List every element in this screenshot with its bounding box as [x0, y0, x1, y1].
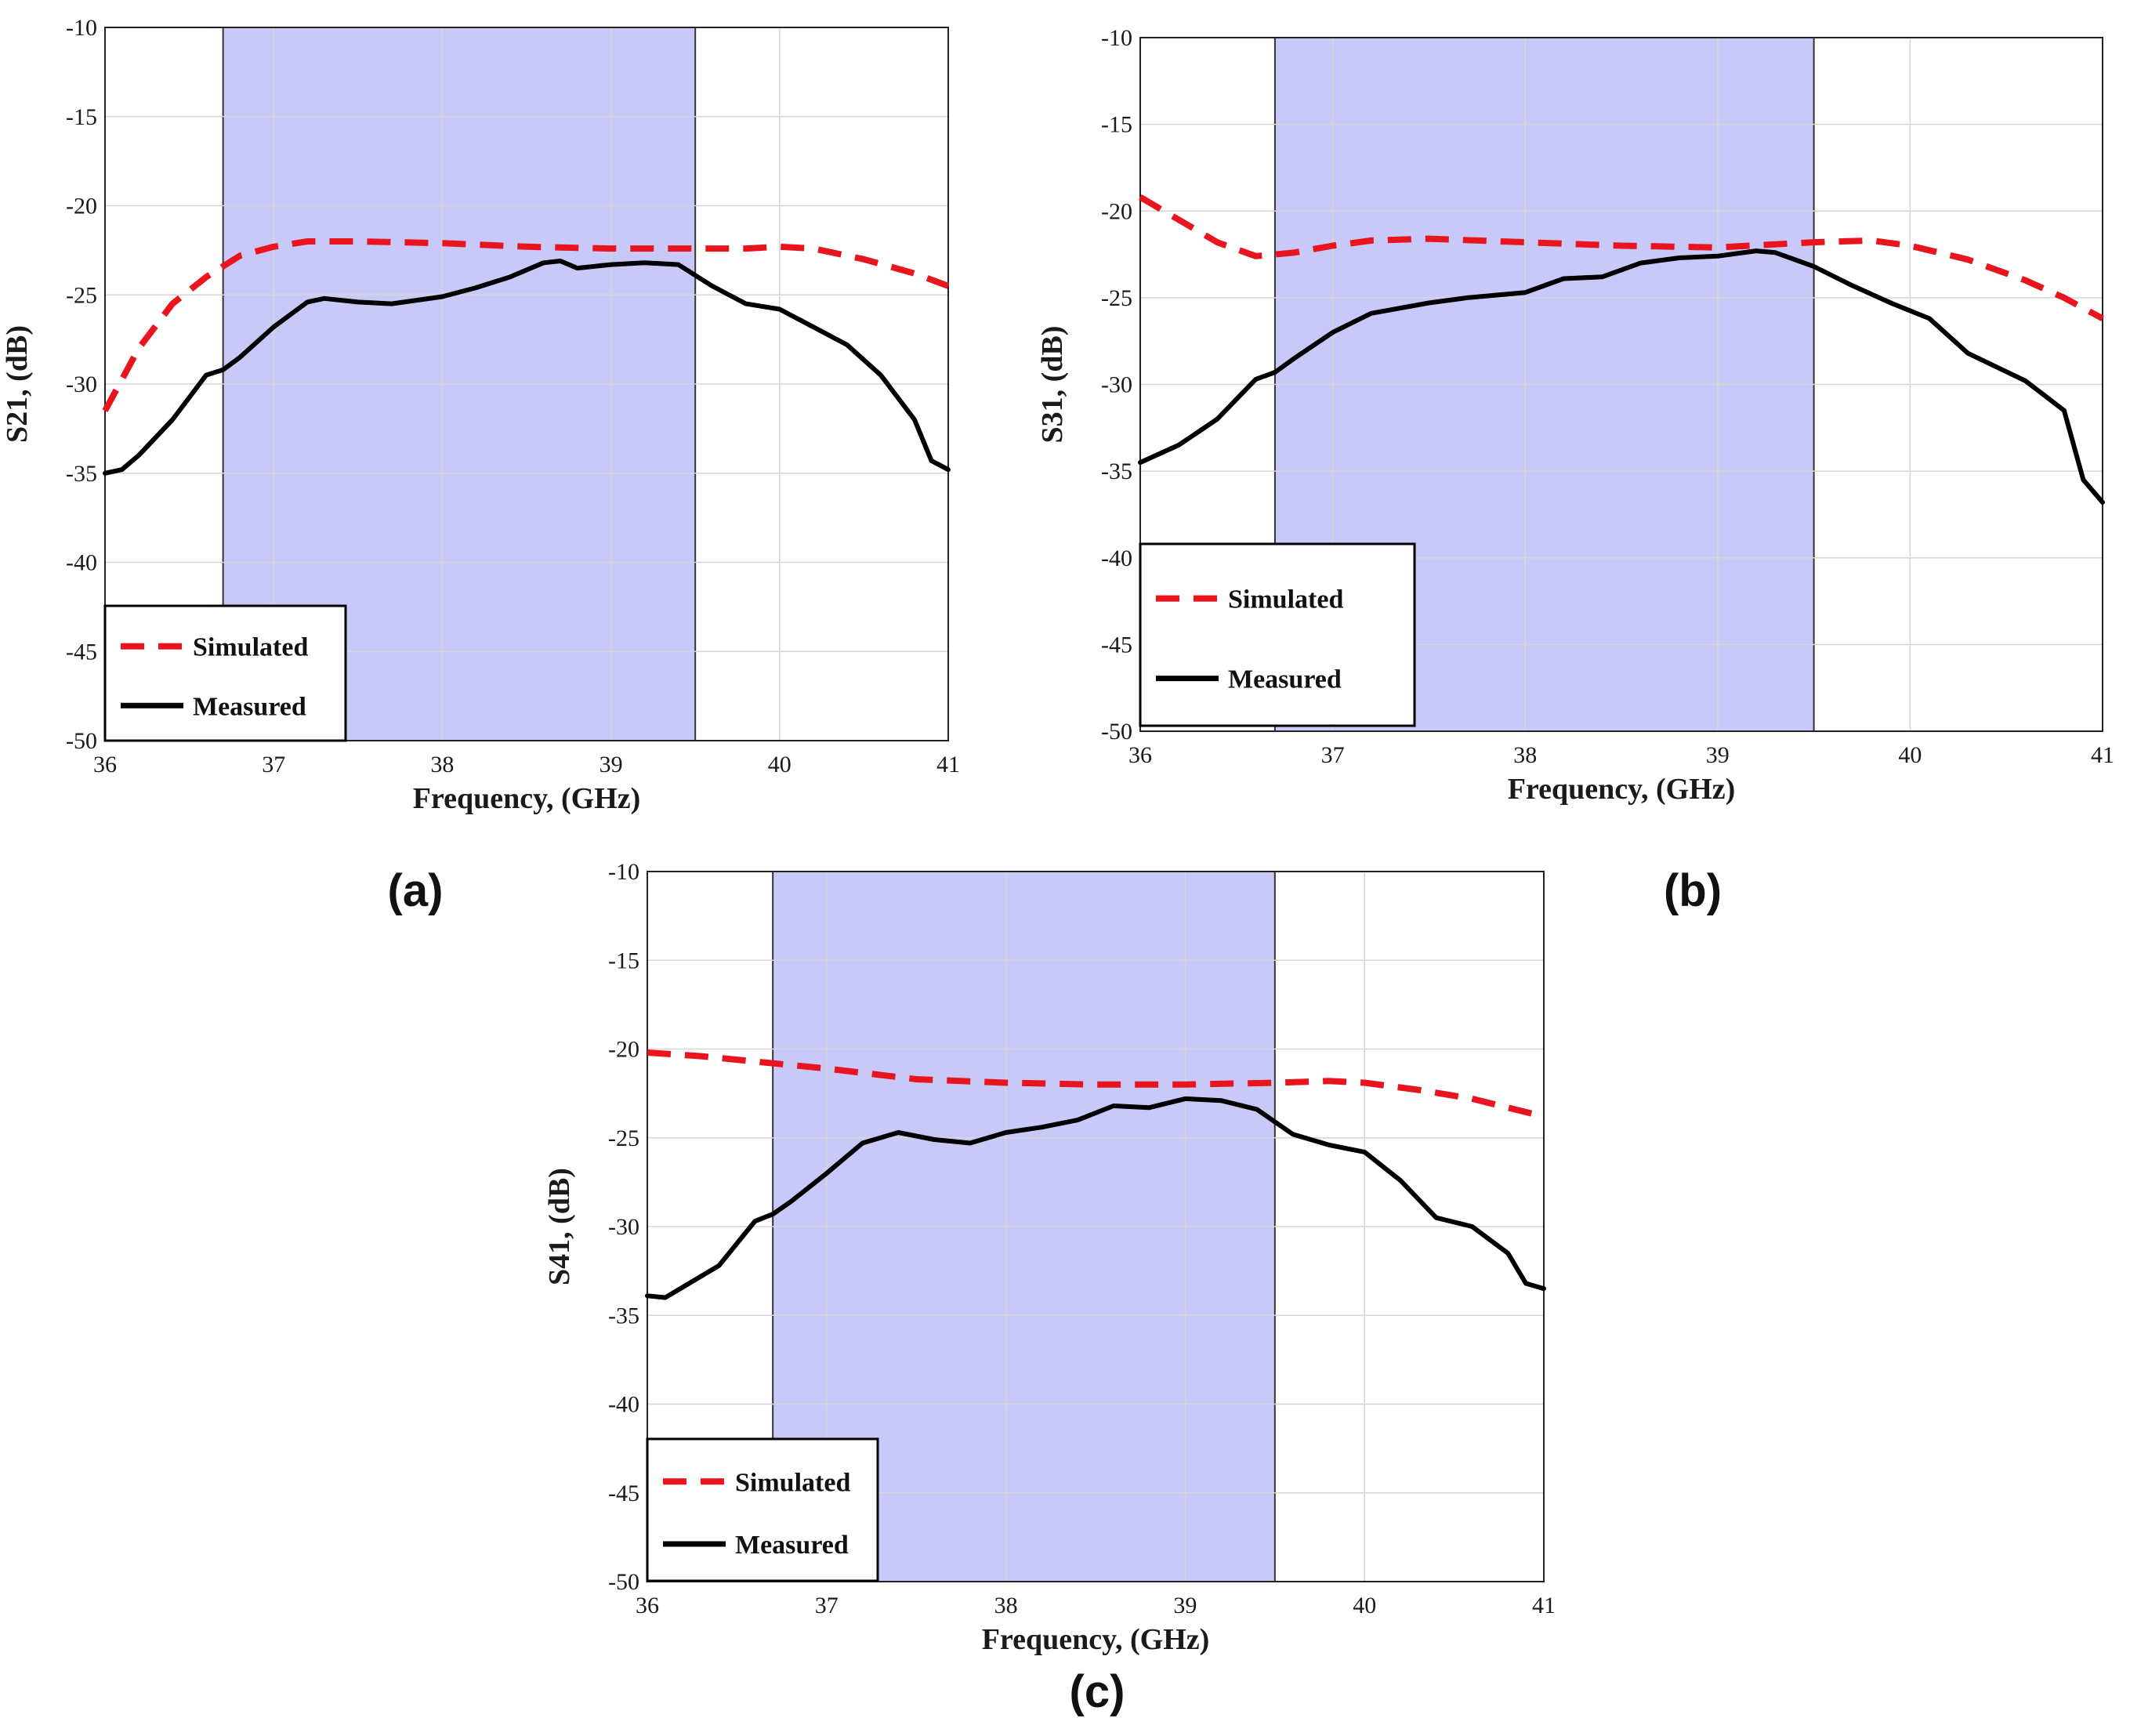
y-tick-label: -25 — [66, 282, 97, 308]
legend-label-simulated: Simulated — [735, 1468, 850, 1497]
x-tick-label: 37 — [815, 1593, 839, 1618]
y-tick-label: -40 — [608, 1392, 639, 1418]
x-tick-label: 38 — [430, 752, 454, 777]
legend-label-measured: Measured — [1228, 665, 1342, 694]
legend-label-simulated: Simulated — [1228, 585, 1343, 614]
legend-box — [1139, 542, 1416, 727]
y-tick-label: -20 — [66, 194, 97, 219]
y-tick-label: -30 — [66, 371, 97, 397]
y-tick-label: -15 — [1101, 112, 1132, 138]
series-measured-line — [645, 1096, 1546, 1300]
y-tick-label: -35 — [608, 1303, 639, 1328]
x-tick-label: 39 — [1706, 742, 1730, 768]
y-tick-label: -35 — [1101, 458, 1132, 484]
x-tick-label: 36 — [93, 752, 117, 777]
series-simulated-line — [647, 1049, 1545, 1120]
y-tick-label: -10 — [1101, 25, 1132, 51]
chart-panel-a: 36 37 38 39 40 41 -10 -15 -20 -25 -30 -35 -40 -45 -50 F… — [1, 15, 960, 815]
legend-box — [646, 1437, 879, 1582]
y-tick-label: -25 — [608, 1125, 639, 1151]
y-tick-label: -10 — [66, 15, 97, 41]
series-simulated-line — [102, 238, 950, 413]
y-tick-label: -35 — [66, 461, 97, 487]
y-tick-label: -25 — [1101, 285, 1132, 311]
axes-frame — [1139, 37, 2103, 732]
y-axis-label: S21, (dB) — [1, 325, 34, 443]
x-tick-label: 36 — [636, 1593, 659, 1618]
series-measured-line — [1138, 248, 2105, 505]
y-tick-label: -45 — [608, 1480, 639, 1506]
axes-frame — [104, 27, 949, 741]
x-tick-label: 37 — [1321, 742, 1345, 768]
legend-label-simulated: Simulated — [193, 633, 308, 662]
panel-label-a: (a) — [388, 865, 444, 916]
y-tick-label: -10 — [608, 859, 639, 885]
x-axis-label: Frequency, (GHz) — [982, 1623, 1210, 1656]
axes-frame — [647, 871, 1545, 1582]
y-tick-label: -40 — [66, 550, 97, 576]
y-tick-label: -30 — [1101, 372, 1132, 398]
x-tick-label: 36 — [1128, 742, 1152, 768]
panel-label-c: (c) — [1070, 1666, 1125, 1717]
chart-panel-c: 36 37 38 39 40 41 -10 -15 -20 -25 -30 -35 -40 -45 -50 F… — [543, 859, 1556, 1656]
x-axis-label: Frequency, (GHz) — [1508, 773, 1736, 806]
y-tick-label: -45 — [66, 639, 97, 665]
x-tick-label: 39 — [1173, 1593, 1197, 1618]
legend-label-measured: Measured — [193, 692, 306, 721]
x-tick-label: 38 — [994, 1593, 1018, 1618]
series-simulated-line — [1138, 194, 2104, 321]
x-tick-label: 39 — [600, 752, 623, 777]
y-axis-label: S41, (dB) — [543, 1168, 576, 1285]
legend-box — [103, 604, 347, 742]
y-tick-label: -30 — [608, 1214, 639, 1240]
y-tick-label: -50 — [66, 728, 97, 754]
chart-panel-b: 36 37 38 39 40 41 -10 -15 -20 -25 -30 -35 -40 -45 -50 F… — [1036, 25, 2114, 806]
y-tick-label: -15 — [66, 104, 97, 130]
x-tick-label: 40 — [768, 752, 792, 777]
x-tick-label: 41 — [2091, 742, 2114, 768]
panel-label-b: (b) — [1664, 865, 1722, 916]
x-tick-label: 38 — [1513, 742, 1537, 768]
y-axis-label: S31, (dB) — [1036, 326, 1069, 444]
y-tick-label: -15 — [608, 948, 639, 973]
x-tick-label: 37 — [262, 752, 285, 777]
y-tick-label: -50 — [608, 1569, 639, 1595]
y-tick-label: -50 — [1101, 719, 1132, 745]
x-tick-label: 40 — [1898, 742, 1922, 768]
x-axis-label: Frequency, (GHz) — [413, 782, 641, 815]
legend-label-measured: Measured — [735, 1531, 849, 1560]
y-tick-label: -45 — [1101, 632, 1132, 658]
y-tick-label: -20 — [608, 1037, 639, 1063]
y-tick-label: -20 — [1101, 198, 1132, 224]
y-tick-label: -40 — [1101, 545, 1132, 571]
x-tick-label: 40 — [1353, 1593, 1376, 1618]
x-tick-label: 41 — [936, 752, 960, 777]
series-measured-line — [103, 259, 951, 476]
x-tick-label: 41 — [1532, 1593, 1556, 1618]
